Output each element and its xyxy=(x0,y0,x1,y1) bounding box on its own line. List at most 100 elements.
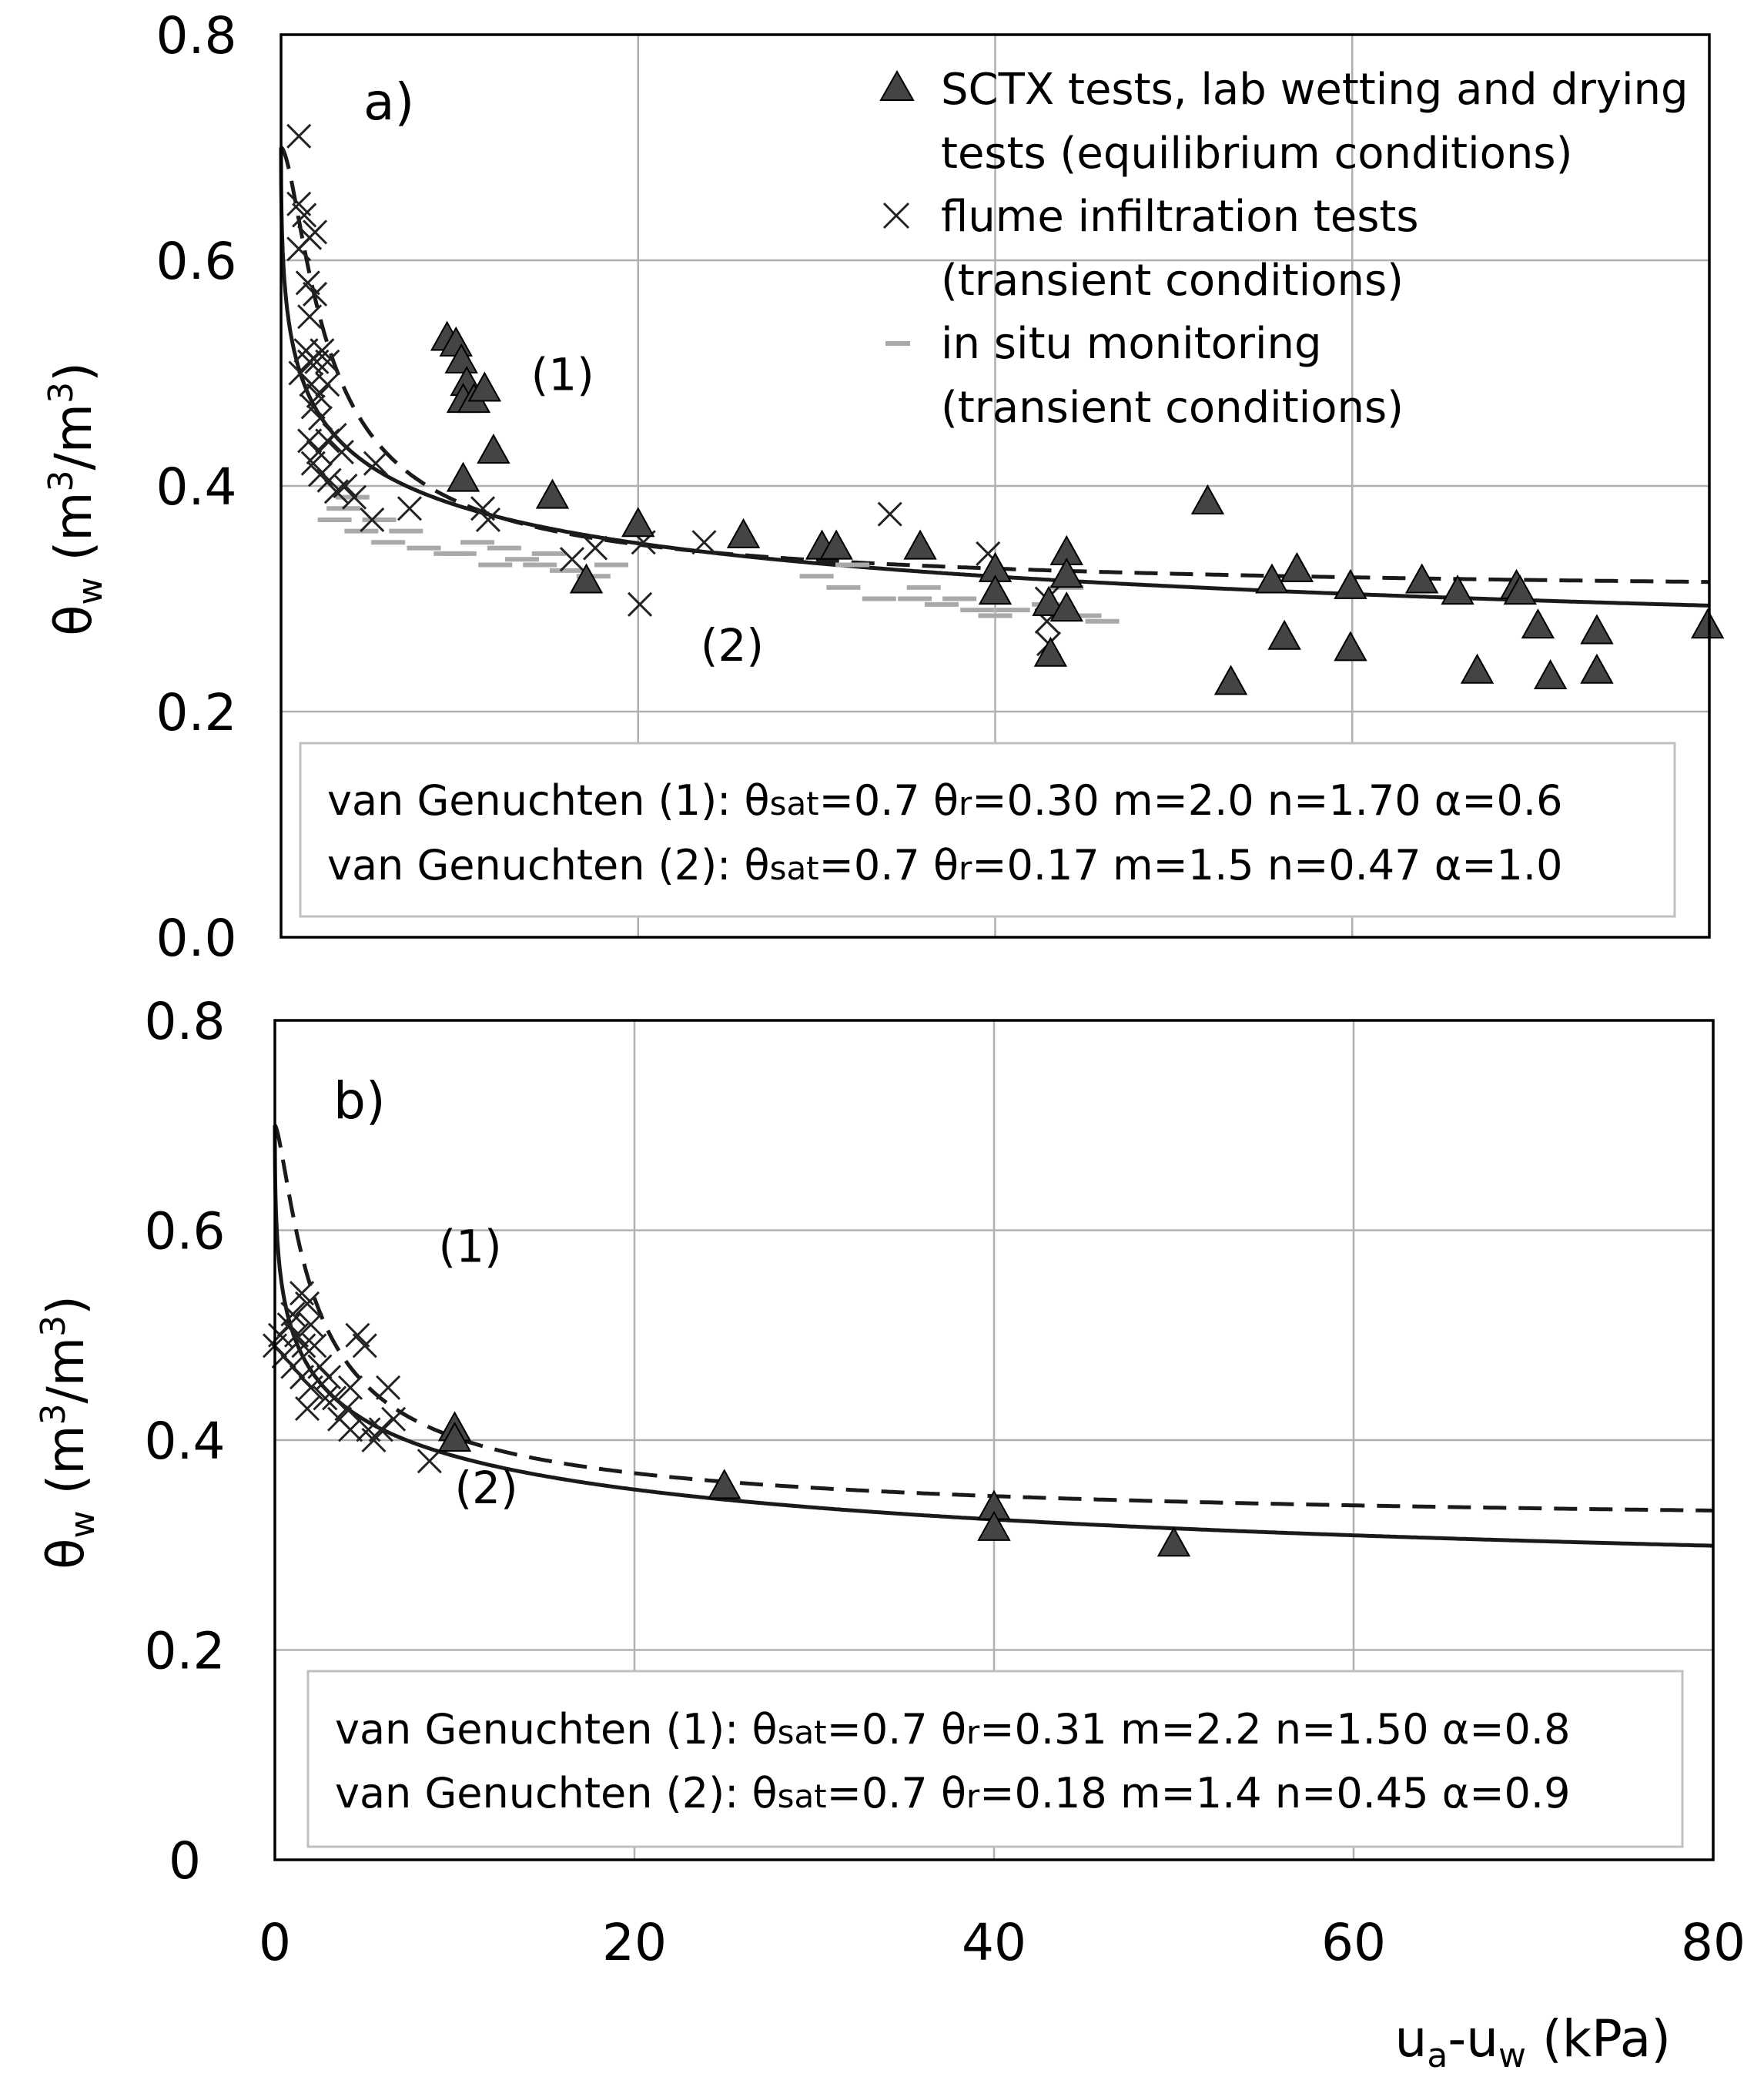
panel-b-label: b) xyxy=(333,1071,386,1131)
sctx-lab-test-point xyxy=(819,529,853,560)
panel-b-parameters: van Genuchten (1): θsat=0.7 θr=0.31 m=2.… xyxy=(335,1705,1570,1817)
flume-test-point-stroke xyxy=(976,541,1001,566)
panel-b-y-tick-labels: 0 0.2 0.4 0.6 0.8 xyxy=(145,992,226,1891)
flume-test-point-stroke xyxy=(302,281,328,307)
flume-test-point xyxy=(322,423,347,448)
flume-test-point-stroke xyxy=(315,349,340,374)
flume-test-point xyxy=(338,1417,363,1442)
flume-test-point xyxy=(628,591,653,617)
flume-test-point xyxy=(333,473,358,499)
flume-test-point xyxy=(283,1322,310,1348)
flume-test-point-stroke xyxy=(376,1375,401,1400)
flume-test-point-stroke xyxy=(300,451,326,476)
panel-a-y-tick-label: 0.0 xyxy=(156,909,237,968)
flume-test-point xyxy=(300,394,326,420)
sctx-lab-test-point xyxy=(1255,563,1289,594)
x-tick-label: 60 xyxy=(1321,1913,1386,1972)
panel-a-y-axis-title: θw (m3/m3) xyxy=(42,362,110,636)
flume-test-point-stroke xyxy=(294,1396,320,1422)
x-tick-label: 0 xyxy=(259,1913,291,1972)
flume-test-point xyxy=(338,1375,363,1400)
panel-a-points xyxy=(286,123,1725,695)
legend-triangle-marker xyxy=(879,69,915,101)
x-tick-label: 20 xyxy=(602,1913,667,1972)
sctx-lab-test-point xyxy=(978,575,1013,605)
flume-test-point-stroke xyxy=(289,1281,315,1306)
flume-test-point-stroke xyxy=(302,1333,327,1358)
flume-test-point-stroke xyxy=(310,338,335,363)
flume-test-point xyxy=(360,507,385,533)
sctx-lab-test-point xyxy=(1521,608,1555,639)
flume-test-point xyxy=(334,1396,360,1422)
flume-test-point-stroke xyxy=(342,484,367,510)
sctx-lab-test-point xyxy=(1033,636,1068,667)
sctx-lab-test-point xyxy=(1213,665,1248,695)
panel-a-parameters: van Genuchten (1): θsat=0.7 θr=0.30 m=2.… xyxy=(327,776,1562,889)
panel-b-curves xyxy=(273,1123,1714,1548)
curve-label: (2) xyxy=(701,619,764,672)
flume-test-point xyxy=(316,467,342,493)
flume-test-point xyxy=(294,1396,320,1422)
sctx-lab-test-point xyxy=(1280,551,1314,582)
sctx-lab-test-point xyxy=(1049,591,1083,622)
sctx-lab-test-point xyxy=(437,1421,472,1452)
panel-a-y-tick-label: 0.8 xyxy=(156,6,237,65)
flume-test-point-stroke xyxy=(583,535,608,561)
flume-test-point xyxy=(363,451,388,476)
flume-test-point xyxy=(307,406,333,431)
flume-test-point xyxy=(313,1385,338,1411)
flume-test-point-stroke xyxy=(877,501,902,527)
flume-test-point-stroke xyxy=(294,1291,320,1316)
flume-test-point-stroke xyxy=(302,219,328,245)
panel-b-y-axis-title: θw (m3/m3) xyxy=(34,1295,102,1569)
sctx-lab-test-point xyxy=(446,461,480,492)
flume-test-point xyxy=(321,1385,347,1411)
sctx-lab-test-point xyxy=(708,1469,741,1499)
van-genuchten-parameters-line: van Genuchten (1): θsat=0.7 θr=0.31 m=2.… xyxy=(335,1705,1570,1754)
panel-a-curve-labels: (1) (2) xyxy=(531,348,764,672)
flume-test-point-stroke xyxy=(313,1385,338,1411)
x-tick-label: 40 xyxy=(962,1913,1026,1972)
panel-a: 0.0 0.2 0.4 0.6 0.8 a) (1) (2) SCTX tests, la… xyxy=(156,6,1725,968)
flume-test-point-stroke xyxy=(333,473,358,499)
panel-b-parameter-box xyxy=(306,1670,1684,1848)
flume-test-point-stroke xyxy=(283,1322,310,1348)
flume-test-point xyxy=(302,1333,327,1358)
flume-test-point-stroke xyxy=(297,428,323,454)
flume-test-point-stroke xyxy=(360,507,385,533)
flume-test-point-stroke xyxy=(286,123,312,149)
sctx-lab-test-point xyxy=(903,529,937,560)
legend-triangle-line1: SCTX tests, lab wetting and drying xyxy=(941,65,1689,115)
flume-test-point-stroke xyxy=(356,1417,381,1442)
flume-test-point-stroke xyxy=(397,496,423,521)
flume-test-point xyxy=(298,1312,323,1338)
flume-test-point-stroke xyxy=(291,1333,316,1358)
legend-triangle-line2: tests (equilibrium conditions) xyxy=(941,129,1572,179)
x-tick-label: 80 xyxy=(1681,1913,1746,1972)
legend-cross-line1: flume infiltration tests xyxy=(941,192,1419,242)
flume-test-point xyxy=(397,496,423,521)
sctx-lab-test-point xyxy=(1156,1526,1191,1557)
flume-test-point-stroke xyxy=(300,394,326,420)
flume-test-point xyxy=(294,1291,320,1316)
flume-test-point-stroke xyxy=(691,530,717,555)
flume-test-point xyxy=(475,507,501,533)
sctx-lab-test-point xyxy=(1580,653,1614,684)
flume-test-point-stroke xyxy=(361,1427,387,1453)
flume-test-point xyxy=(559,547,585,572)
panel-b: 0 0.2 0.4 0.6 0.8 0 20 40 60 80 b) (1) (2) van Ge… xyxy=(145,992,1746,1972)
curve-label: (1) xyxy=(531,348,594,400)
flume-test-point-stroke xyxy=(315,372,340,397)
flume-test-point xyxy=(292,203,317,228)
flume-test-point xyxy=(376,1375,401,1400)
flume-test-point-stroke xyxy=(298,1312,323,1338)
flume-test-point-stroke xyxy=(368,1417,393,1442)
panel-a-y-tick-label: 0.6 xyxy=(156,232,237,291)
van-genuchten-parameters-line: van Genuchten (2): θsat=0.7 θr=0.18 m=1.… xyxy=(335,1769,1570,1817)
flume-test-point xyxy=(295,270,320,296)
flume-test-point-stroke xyxy=(295,270,320,296)
sctx-lab-test-point xyxy=(621,507,655,538)
panel-a-parameter-box xyxy=(299,742,1676,918)
flume-test-point xyxy=(583,535,608,561)
flume-test-point-stroke xyxy=(322,423,347,448)
